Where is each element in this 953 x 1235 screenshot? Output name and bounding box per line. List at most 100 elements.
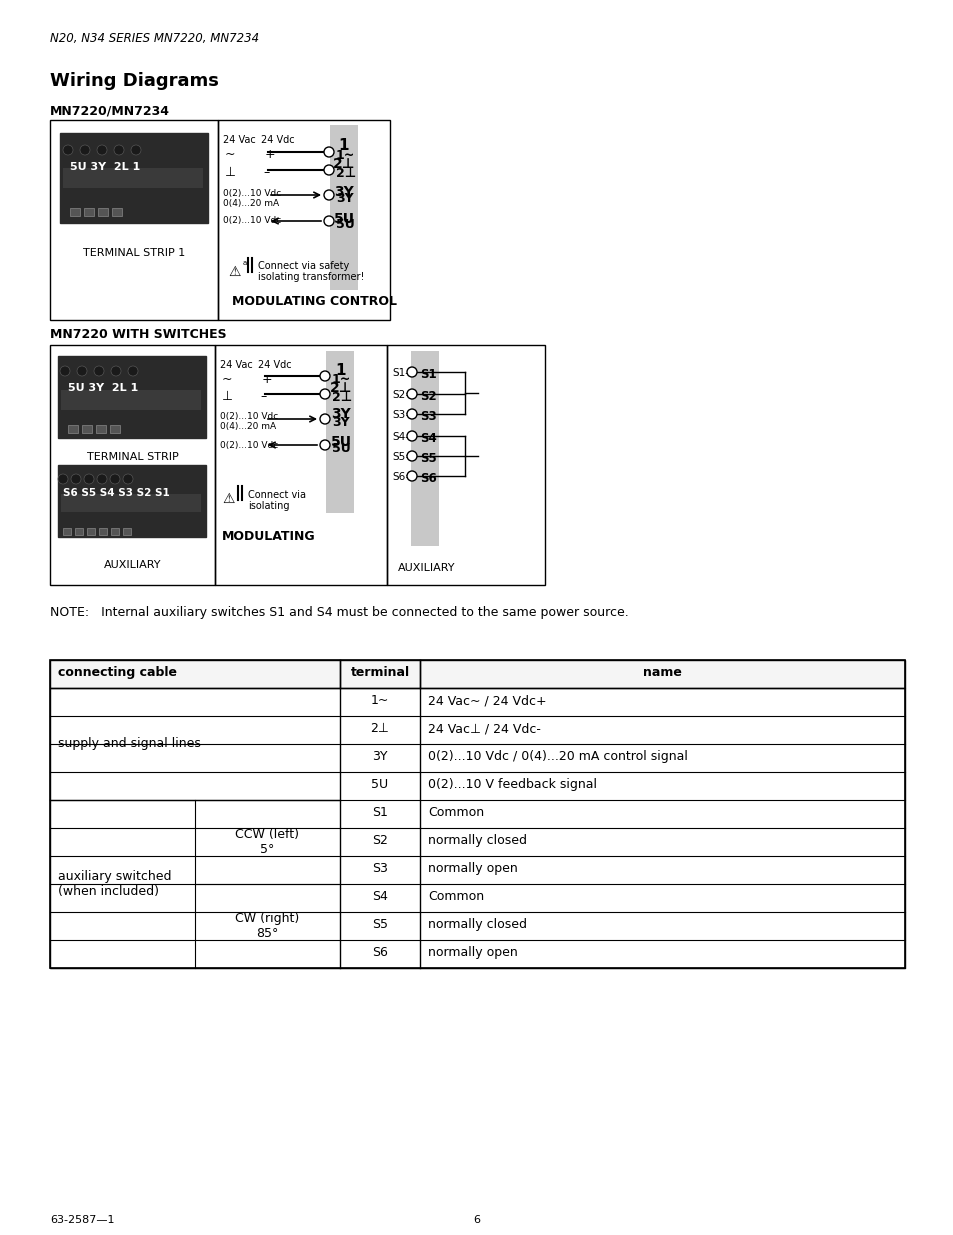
Circle shape — [324, 190, 334, 200]
Bar — [330, 125, 357, 290]
Text: 24 Vac: 24 Vac — [220, 359, 253, 370]
Text: 0(4)...20 mA: 0(4)...20 mA — [223, 199, 279, 207]
Text: MN7220 WITH SWITCHES: MN7220 WITH SWITCHES — [50, 329, 227, 341]
Text: S3=: S3= — [392, 410, 414, 420]
Text: supply and signal lines: supply and signal lines — [58, 737, 201, 751]
Text: 1~: 1~ — [335, 149, 355, 162]
Circle shape — [97, 144, 107, 156]
Text: name: name — [642, 666, 680, 679]
Text: Connect via: Connect via — [248, 490, 306, 500]
Bar — [63, 168, 203, 188]
Text: connecting cable: connecting cable — [58, 666, 177, 679]
Text: 0(4)...20 mA: 0(4)...20 mA — [220, 422, 275, 431]
Text: S6 S5 S4 S3 S2 S1: S6 S5 S4 S3 S2 S1 — [63, 488, 170, 498]
Bar — [58, 466, 206, 537]
Text: S4: S4 — [372, 890, 388, 903]
Circle shape — [319, 370, 330, 382]
Text: 2⊥: 2⊥ — [335, 167, 355, 180]
Bar — [50, 659, 904, 688]
Text: S5: S5 — [419, 452, 436, 466]
Bar — [112, 207, 122, 216]
Bar — [387, 345, 544, 585]
Text: 3Y: 3Y — [332, 416, 349, 429]
Text: S1: S1 — [419, 368, 436, 382]
Text: MODULATING CONTROL: MODULATING CONTROL — [232, 295, 396, 308]
Text: 24 Vdc: 24 Vdc — [257, 359, 292, 370]
Text: 0(2)...10 Vdc: 0(2)...10 Vdc — [220, 441, 278, 450]
Text: TERMINAL STRIP 1: TERMINAL STRIP 1 — [83, 248, 185, 258]
Text: TERMINAL STRIP: TERMINAL STRIP — [87, 452, 178, 462]
Text: 1: 1 — [338, 138, 349, 153]
Text: 1: 1 — [335, 363, 346, 378]
Bar — [326, 351, 354, 513]
Circle shape — [110, 474, 120, 484]
Text: ⚠: ⚠ — [228, 266, 240, 279]
Text: S3: S3 — [372, 862, 388, 876]
Text: 63-2587—1: 63-2587—1 — [50, 1215, 114, 1225]
Text: 2⊥: 2⊥ — [333, 157, 355, 170]
Text: 5U: 5U — [335, 219, 355, 231]
Text: S6=: S6= — [392, 472, 414, 482]
Circle shape — [324, 165, 334, 175]
Text: S2=: S2= — [392, 390, 414, 400]
Circle shape — [407, 409, 416, 419]
Bar — [50, 120, 218, 320]
Circle shape — [319, 414, 330, 424]
Bar — [87, 529, 95, 535]
Text: 2⊥: 2⊥ — [330, 382, 352, 395]
Text: 0(2)...10 V feedback signal: 0(2)...10 V feedback signal — [428, 778, 597, 790]
Text: –: – — [263, 165, 269, 179]
Text: S1: S1 — [372, 806, 388, 819]
Text: S4–: S4– — [392, 432, 410, 442]
Text: CW (right)
85°: CW (right) 85° — [234, 911, 299, 940]
Circle shape — [97, 474, 107, 484]
Text: 0(2)...10 Vdc: 0(2)...10 Vdc — [223, 189, 281, 198]
Circle shape — [94, 366, 104, 375]
Circle shape — [324, 216, 334, 226]
Text: S6: S6 — [372, 946, 388, 960]
Text: ~: ~ — [225, 148, 235, 161]
Circle shape — [84, 474, 94, 484]
Text: 5U: 5U — [334, 212, 355, 226]
Text: 6: 6 — [473, 1215, 480, 1225]
Text: auxiliary switched
(when included): auxiliary switched (when included) — [58, 869, 172, 898]
Bar — [61, 390, 201, 410]
Circle shape — [71, 474, 81, 484]
Text: 5U: 5U — [371, 778, 388, 790]
Circle shape — [407, 389, 416, 399]
Text: 5U: 5U — [330, 435, 351, 450]
Text: Common: Common — [428, 806, 483, 819]
Text: 3Y: 3Y — [372, 750, 387, 763]
Circle shape — [324, 147, 334, 157]
Bar — [50, 659, 904, 968]
Bar — [63, 529, 71, 535]
Circle shape — [407, 471, 416, 480]
Text: terminal: terminal — [350, 666, 409, 679]
Text: 0(2)...10 Vdc: 0(2)...10 Vdc — [223, 216, 281, 225]
Bar — [50, 688, 904, 968]
Bar — [58, 356, 206, 438]
Text: Connect via safety: Connect via safety — [257, 261, 349, 270]
Text: ⊥: ⊥ — [222, 390, 233, 403]
Circle shape — [58, 474, 68, 484]
Text: isolating transformer!: isolating transformer! — [257, 272, 364, 282]
Bar — [214, 345, 387, 585]
Bar — [111, 529, 119, 535]
Text: 24 Vac: 24 Vac — [223, 135, 255, 144]
Text: S3: S3 — [419, 410, 436, 424]
Text: +: + — [265, 148, 275, 161]
Text: 0(2)...10 Vdc: 0(2)...10 Vdc — [220, 412, 278, 421]
Text: 1~: 1~ — [371, 694, 389, 706]
Text: NOTE:   Internal auxiliary switches S1 and S4 must be connected to the same powe: NOTE: Internal auxiliary switches S1 and… — [50, 606, 628, 619]
Text: AUXILIARY: AUXILIARY — [104, 559, 162, 571]
Text: normally open: normally open — [428, 862, 517, 876]
Text: 3Y: 3Y — [334, 185, 354, 199]
Bar — [75, 529, 83, 535]
Text: 3Y: 3Y — [335, 191, 354, 205]
Text: normally open: normally open — [428, 946, 517, 960]
Text: isolating: isolating — [248, 501, 289, 511]
Circle shape — [63, 144, 73, 156]
Bar — [70, 207, 80, 216]
Circle shape — [319, 440, 330, 450]
Circle shape — [319, 389, 330, 399]
